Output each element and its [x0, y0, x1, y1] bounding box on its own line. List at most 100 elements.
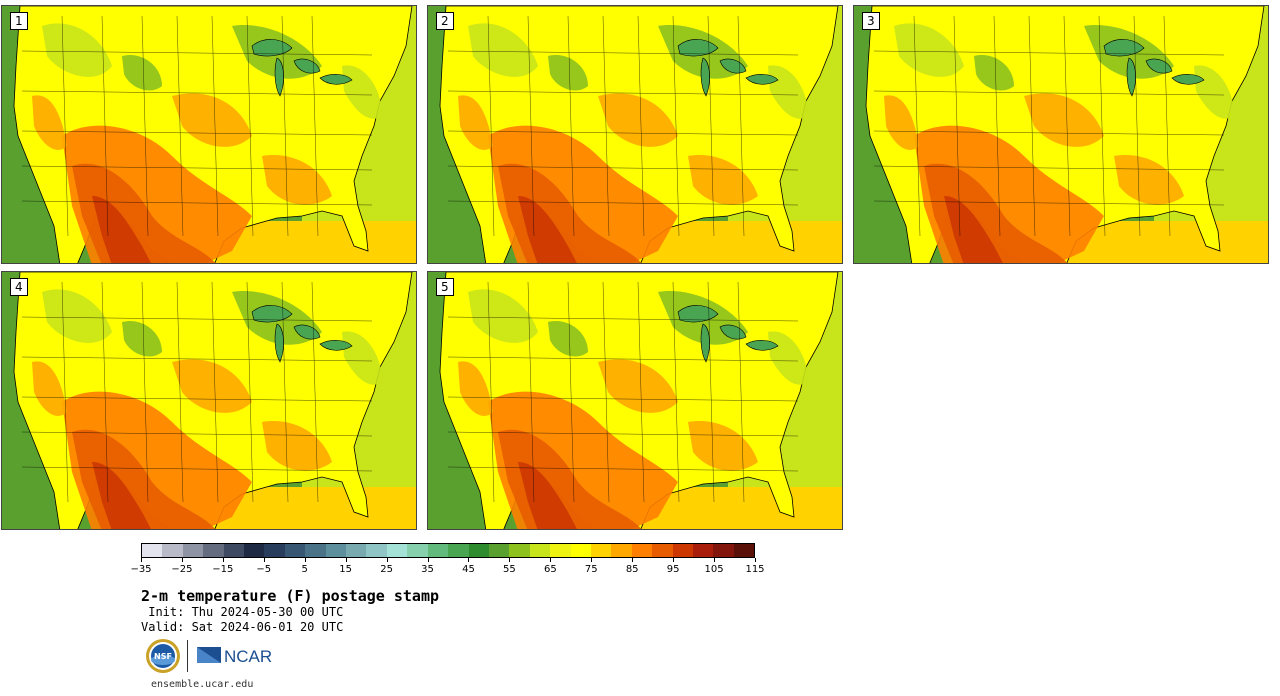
temperature-region — [688, 155, 758, 205]
colorbar-tick-label: 45 — [462, 564, 475, 575]
map-panel-4: 4 — [1, 271, 417, 530]
temperature-region — [1194, 65, 1234, 119]
colorbar-tick-mark — [386, 558, 388, 562]
temperature-region — [92, 196, 151, 263]
colorbar-segment — [509, 544, 530, 557]
colorbar-tick-label: 65 — [543, 564, 557, 575]
colorbar-segment — [448, 544, 469, 557]
great-lake — [274, 323, 284, 363]
temperature-region — [468, 289, 538, 343]
colorbar-tick-label: 105 — [704, 564, 724, 575]
panel-number-label: 2 — [436, 12, 454, 30]
colorbar-ticks: −35 −25 −15 −5 5 15 25 35 45 55 65 75 85 95 105 115 — [130, 558, 765, 578]
temperature-region — [458, 95, 493, 150]
great-lake — [677, 39, 719, 57]
temperature-region — [688, 421, 758, 471]
colorbar-tick-mark — [632, 558, 634, 562]
great-lake — [700, 323, 710, 363]
temperature-region — [42, 289, 112, 343]
map-panel-1: 1 — [1, 5, 417, 264]
colorbar-segment — [346, 544, 367, 557]
colorbar-segment — [305, 544, 326, 557]
colorbar-tick-mark — [263, 558, 265, 562]
figure-title: 2-m temperature (F) postage stamp — [141, 587, 440, 605]
colorbar-segment — [325, 544, 347, 557]
state-boundaries — [21, 15, 373, 237]
great-lake — [745, 74, 779, 85]
temperature-region — [342, 65, 382, 119]
colorbar-tick-label: −15 — [212, 564, 234, 575]
colorbar-tick-label: 85 — [625, 564, 639, 575]
great-lake — [319, 74, 353, 85]
colorbar-tick-mark — [427, 558, 429, 562]
colorbar-segment — [631, 544, 653, 557]
great-lake — [274, 57, 284, 97]
state-boundaries — [447, 281, 799, 503]
colorbar-tick-label: 55 — [503, 564, 516, 575]
temperature-region — [894, 23, 964, 77]
temperature-region — [92, 462, 151, 529]
init-time: Init: Thu 2024-05-30 00 UTC — [141, 605, 344, 619]
state-boundaries — [447, 15, 799, 237]
map-panel-5: 5 — [427, 271, 843, 530]
website-url: ensemble.ucar.edu — [151, 679, 254, 690]
colorbar-tick-label: −25 — [171, 564, 193, 575]
temperature-region — [32, 361, 67, 416]
colorbar-tick-mark — [304, 558, 306, 562]
temperature-region — [518, 462, 577, 529]
great-lake — [1126, 57, 1136, 97]
colorbar-tick-label: −35 — [130, 564, 152, 575]
temperature-region — [884, 95, 919, 150]
map-panel-3: 3 — [853, 5, 1269, 264]
colorbar-tick-mark — [550, 558, 552, 562]
ncar-logo: NCAR — [197, 647, 272, 666]
temperature-colorbar — [141, 543, 755, 558]
colorbar-segment — [142, 544, 163, 557]
colorbar-segment — [652, 544, 673, 557]
colorbar-tick-mark — [345, 558, 347, 562]
great-lake — [1171, 74, 1205, 85]
great-lake — [677, 305, 719, 323]
colorbar-segment — [692, 544, 714, 557]
panel-number-label: 1 — [10, 12, 28, 30]
state-boundaries — [21, 281, 373, 503]
map-panel-2: 2 — [427, 5, 843, 264]
svg-text:NCAR: NCAR — [224, 647, 272, 666]
colorbar-segment — [264, 544, 285, 557]
colorbar-tick-label: 25 — [380, 564, 393, 575]
colorbar-tick-label: 75 — [584, 564, 598, 575]
colorbar-segment — [386, 544, 408, 557]
colorbar-tick-label: 5 — [301, 564, 308, 575]
panel-number-label: 3 — [862, 12, 880, 30]
temperature-region — [944, 196, 1003, 263]
colorbar-tick-label: 15 — [339, 564, 353, 575]
colorbar-segment — [590, 544, 612, 557]
colorbar-segment — [162, 544, 183, 557]
colorbar-segment — [611, 544, 632, 557]
temperature-region — [768, 65, 808, 119]
colorbar-segment — [468, 544, 489, 557]
colorbar-segment — [284, 544, 306, 557]
temperature-region — [32, 95, 67, 150]
temperature-region — [42, 23, 112, 77]
great-lake — [251, 305, 293, 323]
colorbar-tick-mark — [181, 558, 183, 562]
nsf-logo: NSF — [146, 639, 180, 673]
temperature-region — [458, 361, 493, 416]
state-boundaries — [873, 15, 1225, 237]
colorbar-tick-mark — [673, 558, 675, 562]
colorbar-tick-mark — [509, 558, 511, 562]
temperature-region — [262, 421, 332, 471]
colorbar-segment — [366, 544, 387, 557]
colorbar-segment — [203, 544, 224, 557]
great-lake — [700, 57, 710, 97]
colorbar-segment — [529, 544, 551, 557]
colorbar-tick-label: 35 — [421, 564, 434, 575]
colorbar-tick-mark — [714, 558, 716, 562]
great-lake — [745, 340, 779, 351]
temperature-region — [548, 55, 588, 91]
panel-number-label: 5 — [436, 278, 454, 296]
colorbar-tick-label: 115 — [745, 564, 765, 575]
colorbar-tick-mark — [755, 558, 756, 562]
colorbar-segment — [407, 544, 428, 557]
